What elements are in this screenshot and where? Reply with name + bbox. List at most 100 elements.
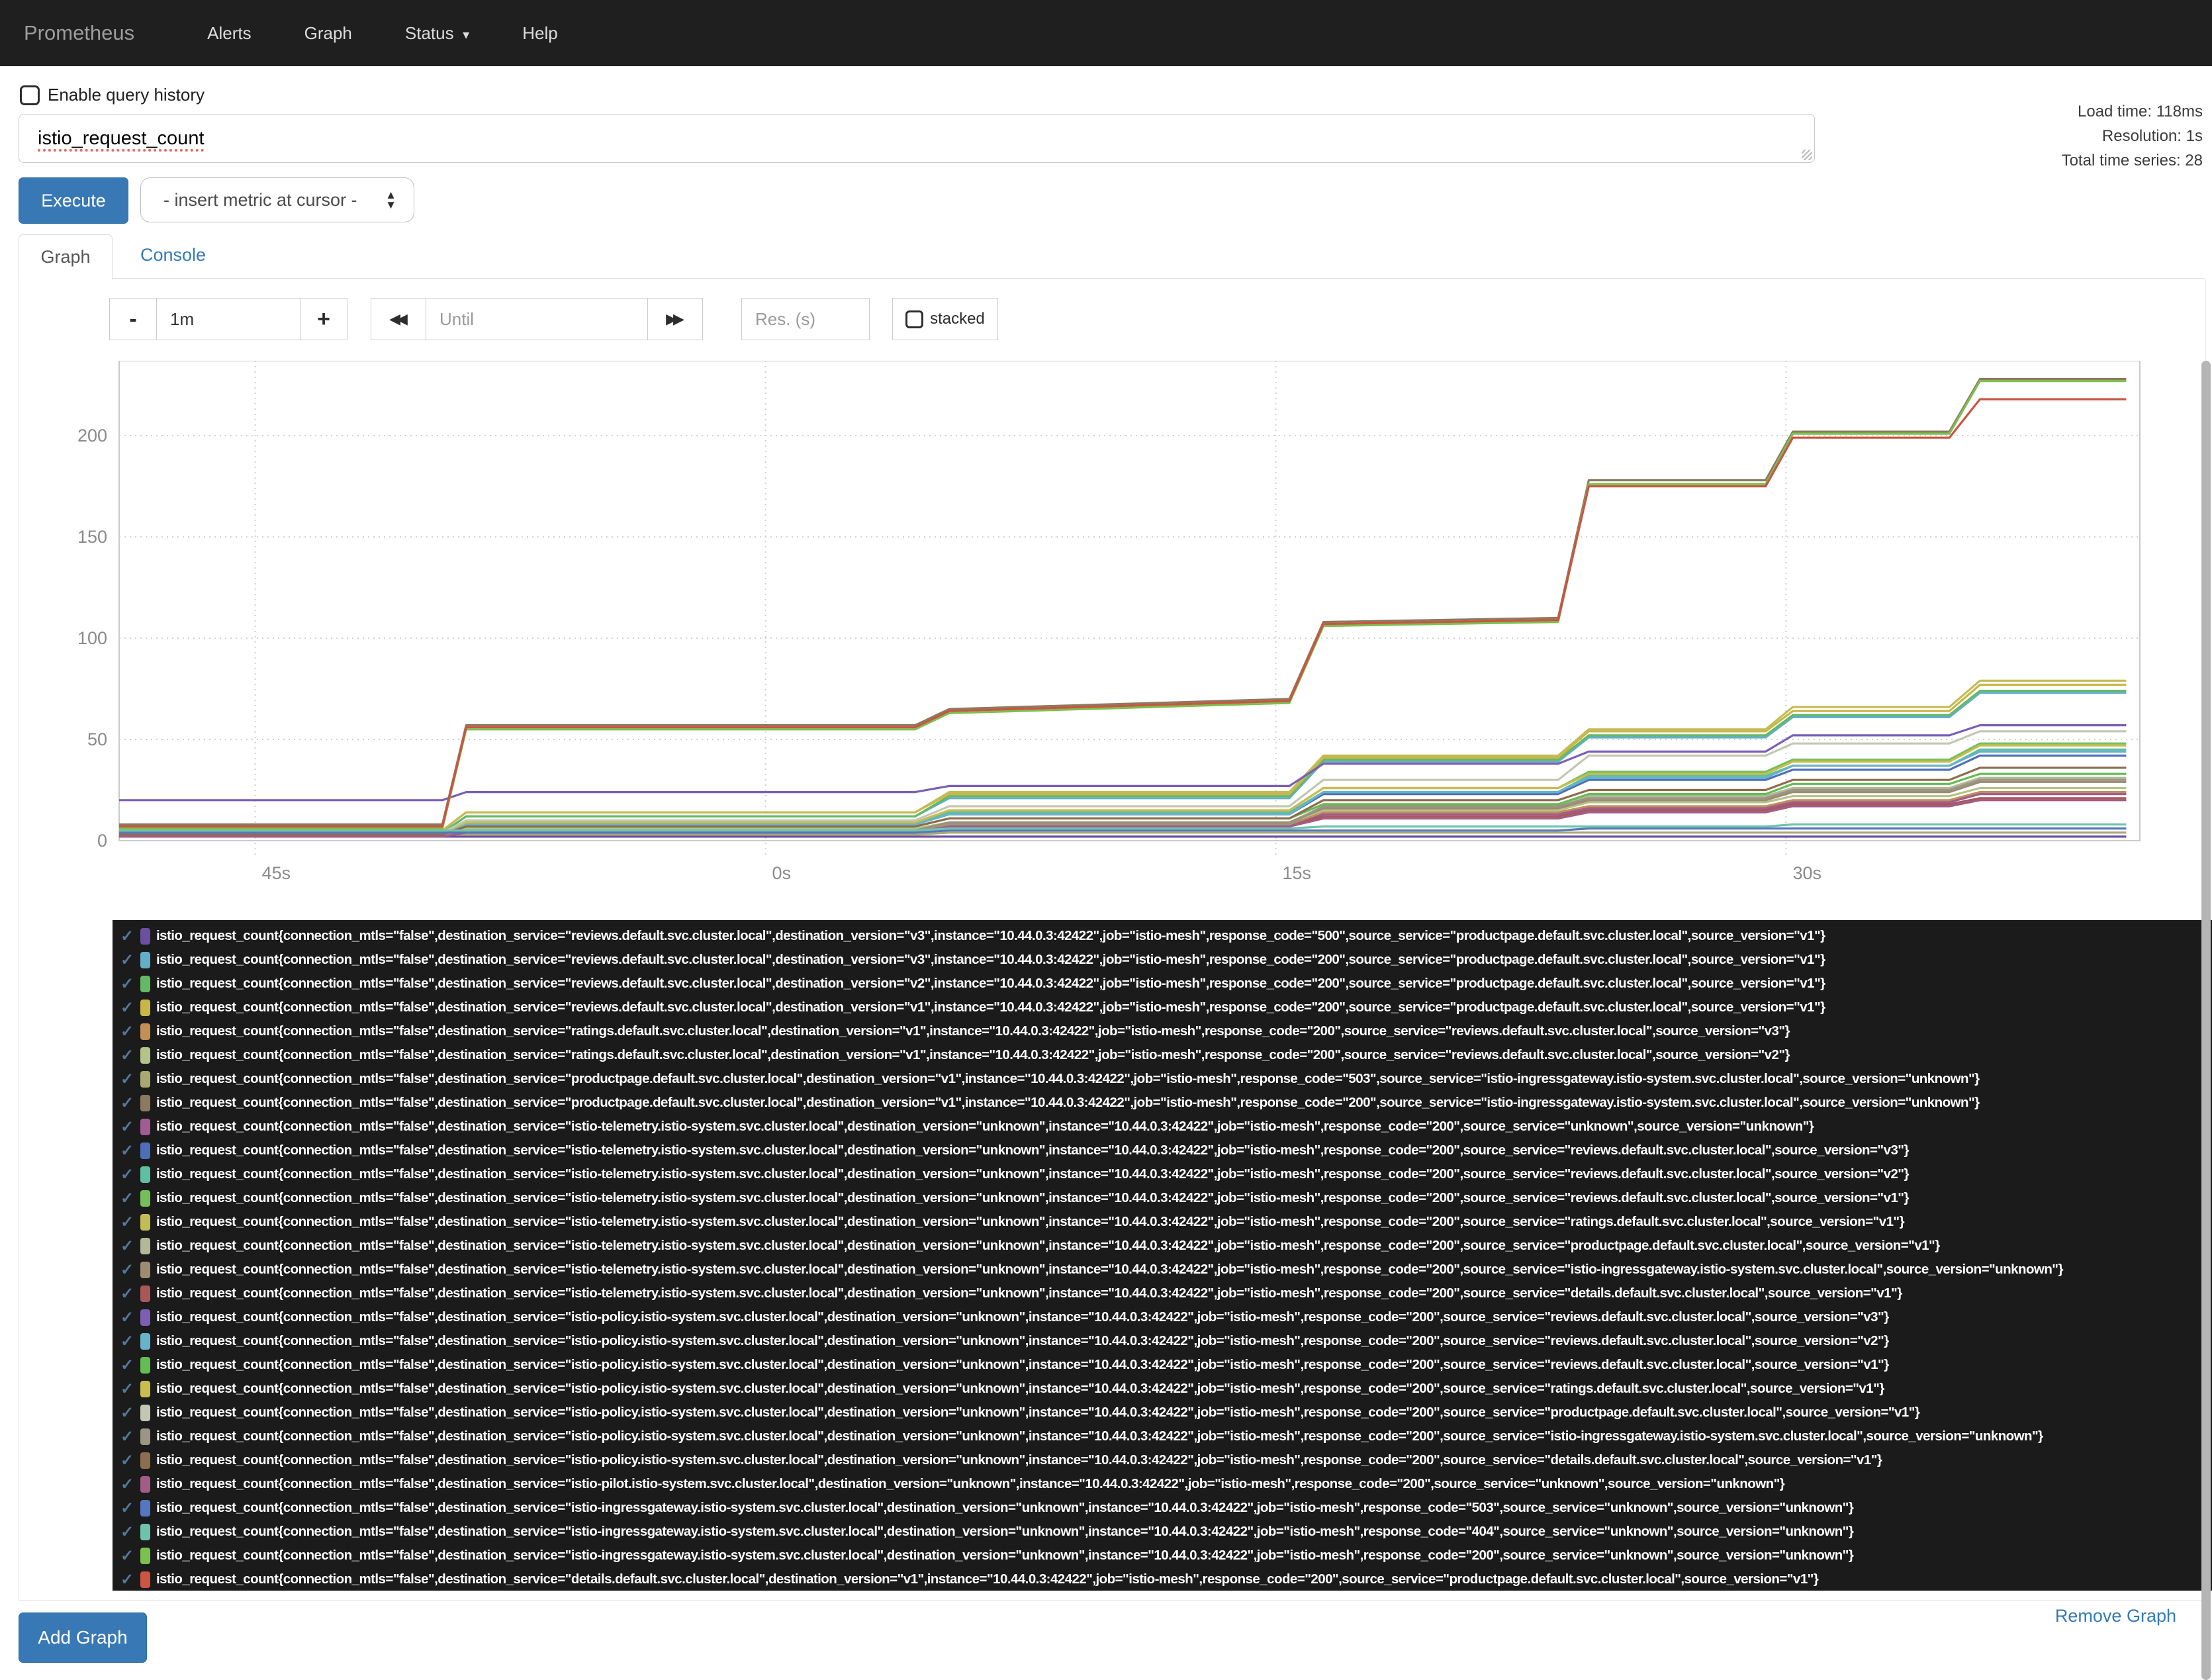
nav-item-help[interactable]: Help <box>522 23 558 43</box>
legend-check-icon[interactable]: ✓ <box>120 998 134 1017</box>
legend-check-icon[interactable]: ✓ <box>120 1189 134 1207</box>
legend-label: istio_request_count{connection_mtls="fal… <box>156 1381 1884 1396</box>
legend-item[interactable]: ✓ istio_request_count{connection_mtls="fa… <box>113 1067 2212 1091</box>
legend-check-icon[interactable]: ✓ <box>120 1427 134 1446</box>
resolution-input[interactable] <box>741 298 870 340</box>
legend-label: istio_request_count{connection_mtls="fal… <box>156 1214 1905 1229</box>
legend-check-icon[interactable]: ✓ <box>120 974 134 993</box>
nav-item-alerts[interactable]: Alerts <box>207 23 252 43</box>
select-arrows-icon: ▲ ▼ <box>385 189 396 211</box>
legend-item[interactable]: ✓ istio_request_count{connection_mtls="fa… <box>113 1019 2212 1043</box>
legend-check-icon[interactable]: ✓ <box>120 1141 134 1160</box>
range-input[interactable] <box>157 298 300 340</box>
legend-item[interactable]: ✓ istio_request_count{connection_mtls="fa… <box>113 1282 2212 1305</box>
legend-check-icon[interactable]: ✓ <box>120 1284 134 1303</box>
legend-item[interactable]: ✓ istio_request_count{connection_mtls="fa… <box>113 1329 2212 1353</box>
legend-item[interactable]: ✓ istio_request_count{connection_mtls="fa… <box>113 1377 2212 1401</box>
legend-swatch <box>140 1237 150 1254</box>
legend-item[interactable]: ✓ istio_request_count{connection_mtls="fa… <box>113 1162 2212 1186</box>
insert-metric-dropdown[interactable]: - insert metric at cursor - ▲ ▼ <box>140 177 414 222</box>
remove-graph-link[interactable]: Remove Graph <box>2054 1606 2176 1626</box>
legend-check-icon[interactable]: ✓ <box>120 1094 134 1112</box>
legend-check-icon[interactable]: ✓ <box>120 1451 134 1470</box>
svg-text:0s: 0s <box>772 863 792 883</box>
legend-item[interactable]: ✓ istio_request_count{connection_mtls="fa… <box>113 1210 2212 1234</box>
legend-item[interactable]: ✓ istio_request_count{connection_mtls="fa… <box>113 1043 2212 1067</box>
total-time-series: Total time series: 28 <box>2061 152 2203 169</box>
legend-label: istio_request_count{connection_mtls="fal… <box>156 1262 2063 1277</box>
page-scrollbar[interactable] <box>2201 361 2211 1680</box>
legend-item[interactable]: ✓ istio_request_count{connection_mtls="fa… <box>113 1305 2212 1329</box>
legend-item[interactable]: ✓ istio_request_count{connection_mtls="fa… <box>113 1115 2212 1139</box>
legend-check-icon[interactable]: ✓ <box>120 1379 134 1398</box>
series-line <box>119 786 2127 836</box>
legend-item[interactable]: ✓ istio_request_count{connection_mtls="fa… <box>113 1234 2212 1258</box>
forward-icon[interactable]: ▶▶ <box>647 298 703 340</box>
legend-item[interactable]: ✓ istio_request_count{connection_mtls="fa… <box>113 1567 2212 1591</box>
legend-check-icon[interactable]: ✓ <box>120 1522 134 1541</box>
legend-label: istio_request_count{connection_mtls="fal… <box>156 1071 1980 1086</box>
legend-check-icon[interactable]: ✓ <box>120 1475 134 1493</box>
stacked-toggle[interactable]: stacked <box>892 298 998 340</box>
legend-item[interactable]: ✓ istio_request_count{connection_mtls="fa… <box>113 1258 2212 1282</box>
series-line <box>119 823 2127 832</box>
legend-item[interactable]: ✓ istio_request_count{connection_mtls="fa… <box>113 1544 2212 1567</box>
legend-check-icon[interactable]: ✓ <box>120 1070 134 1088</box>
legend-check-icon[interactable]: ✓ <box>120 1499 134 1517</box>
tab-graph[interactable]: Graph <box>19 234 113 280</box>
query-input[interactable]: istio_request_count <box>19 114 1815 163</box>
legend-check-icon[interactable]: ✓ <box>120 1213 134 1231</box>
legend-item[interactable]: ✓ istio_request_count{connection_mtls="fa… <box>113 972 2212 996</box>
series-line <box>119 679 2127 832</box>
legend-check-icon[interactable]: ✓ <box>120 1308 134 1327</box>
legend-check-icon[interactable]: ✓ <box>120 1046 134 1064</box>
series-line <box>119 831 2127 836</box>
legend-label: istio_request_count{connection_mtls="fal… <box>156 1333 1889 1348</box>
legend-check-icon[interactable]: ✓ <box>120 1403 134 1422</box>
legend-check-icon[interactable]: ✓ <box>120 1260 134 1279</box>
legend-check-icon[interactable]: ✓ <box>120 951 134 969</box>
legend-check-icon[interactable]: ✓ <box>120 927 134 945</box>
svg-text:15s: 15s <box>1283 863 1312 883</box>
until-input[interactable] <box>426 298 647 340</box>
stacked-checkbox[interactable] <box>905 310 924 328</box>
add-graph-button[interactable]: Add Graph <box>19 1612 147 1663</box>
range-increase-button[interactable]: + <box>300 298 347 340</box>
legend-item[interactable]: ✓ istio_request_count{connection_mtls="fa… <box>113 1139 2212 1162</box>
legend-label: istio_request_count{connection_mtls="fal… <box>156 952 1825 967</box>
legend-item[interactable]: ✓ istio_request_count{connection_mtls="fa… <box>113 1091 2212 1115</box>
legend-check-icon[interactable]: ✓ <box>120 1117 134 1136</box>
brand-prometheus[interactable]: Prometheus <box>24 21 135 44</box>
execute-button[interactable]: Execute <box>19 177 128 224</box>
legend-check-icon[interactable]: ✓ <box>120 1237 134 1255</box>
tab-console[interactable]: Console <box>140 245 207 265</box>
legend-check-icon[interactable]: ✓ <box>120 1022 134 1041</box>
legend-check-icon[interactable]: ✓ <box>120 1165 134 1184</box>
query-stats: Load time: 118ms Resolution: 1s Total ti… <box>2062 99 2203 173</box>
legend-item[interactable]: ✓ istio_request_count{connection_mtls="fa… <box>113 1496 2212 1520</box>
legend-swatch <box>140 1404 150 1421</box>
legend-item[interactable]: ✓ istio_request_count{connection_mtls="fa… <box>113 996 2212 1019</box>
legend-swatch <box>140 1047 150 1064</box>
legend-swatch <box>140 975 150 992</box>
legend-item[interactable]: ✓ istio_request_count{connection_mtls="fa… <box>113 1186 2212 1210</box>
legend-item[interactable]: ✓ istio_request_count{connection_mtls="fa… <box>113 1424 2212 1448</box>
nav-item-graph[interactable]: Graph <box>304 23 352 43</box>
rewind-icon[interactable]: ◀◀ <box>371 298 426 340</box>
legend-check-icon[interactable]: ✓ <box>120 1570 134 1589</box>
legend-check-icon[interactable]: ✓ <box>120 1546 134 1565</box>
legend-label: istio_request_count{connection_mtls="fal… <box>156 1143 1909 1158</box>
legend-item[interactable]: ✓ istio_request_count{connection_mtls="fa… <box>113 1448 2212 1472</box>
legend-check-icon[interactable]: ✓ <box>120 1356 134 1374</box>
legend-item[interactable]: ✓ istio_request_count{connection_mtls="fa… <box>113 1401 2212 1424</box>
range-decrease-button[interactable]: - <box>109 298 157 340</box>
legend-item[interactable]: ✓ istio_request_count{connection_mtls="fa… <box>113 1472 2212 1496</box>
enable-query-history-checkbox[interactable] <box>20 85 40 105</box>
legend-check-icon[interactable]: ✓ <box>120 1332 134 1350</box>
nav-item-status[interactable]: Status ▾ <box>404 23 470 43</box>
legend-item[interactable]: ✓ istio_request_count{connection_mtls="fa… <box>113 924 2212 948</box>
legend-label: istio_request_count{connection_mtls="fal… <box>156 1405 1920 1420</box>
legend-item[interactable]: ✓ istio_request_count{connection_mtls="fa… <box>113 1520 2212 1544</box>
legend-item[interactable]: ✓ istio_request_count{connection_mtls="fa… <box>113 948 2212 972</box>
legend-item[interactable]: ✓ istio_request_count{connection_mtls="fa… <box>113 1353 2212 1377</box>
